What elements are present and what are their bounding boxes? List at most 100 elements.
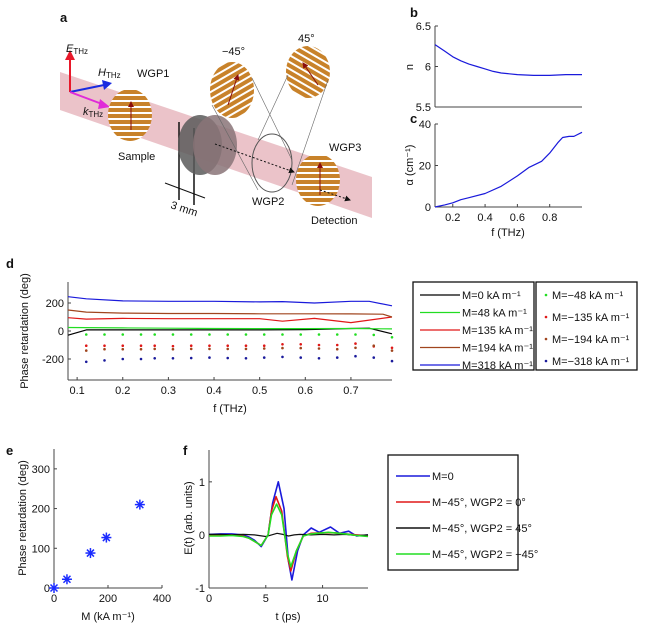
- y-axis-label: n: [404, 64, 416, 70]
- data-point: [171, 347, 175, 351]
- legend-entry: M=0 kA m⁻¹: [462, 290, 521, 302]
- data-point: [226, 356, 230, 360]
- data-point: [299, 343, 303, 346]
- x-tick-label: 400: [153, 593, 171, 605]
- wgp3-grid-polarizer: [296, 154, 340, 206]
- data-point: [139, 333, 143, 336]
- data-point: [139, 357, 143, 361]
- y-tick-label: 40: [419, 119, 431, 131]
- plus45-label: 45°: [298, 33, 315, 45]
- legend-entry: M=−194 kA m⁻¹: [552, 334, 630, 346]
- data-point: [262, 356, 266, 359]
- data-point: [354, 342, 357, 345]
- legend-entry: M=48 kA m⁻¹: [462, 308, 527, 320]
- svg-text:ETHz: ETHz: [66, 43, 88, 56]
- series-line: [67, 296, 393, 307]
- k-thz-label: k: [83, 106, 89, 118]
- data-point: [134, 499, 145, 510]
- data-point: [299, 333, 303, 336]
- h-field-arrow: [69, 84, 105, 93]
- y-tick-label: 0: [199, 530, 205, 542]
- svg-text:kTHz: kTHz: [83, 106, 103, 119]
- series-line: [67, 326, 393, 330]
- data-point: [281, 355, 284, 359]
- x-tick-label: 5: [263, 593, 269, 605]
- data-point: [189, 356, 193, 360]
- data-point: [281, 343, 284, 346]
- y-tick-label: 20: [419, 161, 431, 173]
- wgp2-ring: [251, 133, 293, 193]
- y-tick-label: 100: [32, 543, 50, 555]
- legend-f: [387, 454, 519, 571]
- data-point: [244, 333, 248, 336]
- x-tick-label: 0.6: [510, 212, 525, 224]
- x-tick-label: 0.6: [298, 385, 313, 397]
- legend-swatch: [544, 293, 548, 297]
- x-tick-label: 0.2: [115, 385, 130, 397]
- data-point: [354, 346, 357, 350]
- chart-b: b 5.5 6 6.5 n: [404, 5, 582, 114]
- data-point: [171, 333, 175, 336]
- data-point: [103, 333, 106, 336]
- y-tick-label: -200: [42, 354, 64, 366]
- data-point: [317, 343, 321, 347]
- data-point: [390, 346, 394, 350]
- e-thz-label: E: [66, 43, 74, 55]
- data-point: [354, 354, 357, 358]
- data-point: [139, 344, 143, 348]
- legend-swatch: [544, 315, 548, 319]
- legend-entry: M=−318 kA m⁻¹: [552, 356, 630, 368]
- data-point: [103, 347, 106, 351]
- series-line: [434, 131, 583, 208]
- data-point: [226, 347, 230, 351]
- legend-entry: M=0: [432, 471, 454, 483]
- data-point: [208, 333, 211, 336]
- x-tick-label: 0: [206, 593, 212, 605]
- panel-label-c: c: [410, 111, 417, 126]
- x-tick-label: 10: [316, 593, 328, 605]
- data-point: [85, 548, 96, 559]
- data-point: [244, 357, 248, 360]
- y-axis-label: E(t) (arb. units): [183, 481, 195, 554]
- legend-d-dots: [535, 281, 638, 371]
- legend-entry: M−45°, WGP2 = 0°: [432, 497, 526, 509]
- legend-swatch: [544, 359, 548, 363]
- data-point: [61, 574, 72, 585]
- wgp2-label: WGP2: [252, 196, 284, 208]
- data-point: [208, 344, 211, 348]
- data-point: [139, 347, 143, 351]
- data-point: [226, 344, 230, 348]
- legend-entry: M=318 kA m⁻¹: [462, 360, 533, 372]
- data-point: [281, 333, 284, 336]
- panel-label-e: e: [6, 443, 13, 458]
- x-tick-label: 0.8: [542, 212, 557, 224]
- series-line: [209, 503, 369, 568]
- data-point: [372, 333, 376, 337]
- series-line: [67, 316, 393, 324]
- data-point: [317, 333, 321, 336]
- data-point: [299, 356, 303, 359]
- legend-entry: M−45°, WGP2 = −45°: [432, 549, 538, 561]
- data-point: [390, 336, 394, 339]
- data-point: [101, 532, 112, 543]
- x-tick-label: 0.4: [206, 385, 221, 397]
- data-point: [354, 333, 357, 336]
- data-point: [171, 344, 175, 348]
- y-tick-label: 200: [46, 298, 64, 310]
- data-point: [121, 347, 125, 351]
- wgp-plus45: [286, 46, 330, 98]
- chart-e: e 0 100 200 300 0 200 400 M (kA m⁻¹) Phase retard…: [6, 443, 171, 623]
- legend-entry: M=−135 kA m⁻¹: [552, 312, 630, 324]
- data-point: [189, 347, 193, 351]
- x-axis-label: M (kA m⁻¹): [81, 611, 134, 623]
- x-axis-label: f (THz): [491, 227, 525, 239]
- legend-entry: M=194 kA m⁻¹: [462, 343, 533, 355]
- panel-label-a: a: [60, 10, 68, 25]
- data-point: [208, 356, 211, 359]
- data-point: [299, 346, 303, 350]
- legend-swatch: [544, 337, 548, 341]
- y-axis-label: α (cm⁻¹): [404, 145, 416, 186]
- series-line: [67, 327, 393, 336]
- wgp-minus45: [210, 62, 254, 118]
